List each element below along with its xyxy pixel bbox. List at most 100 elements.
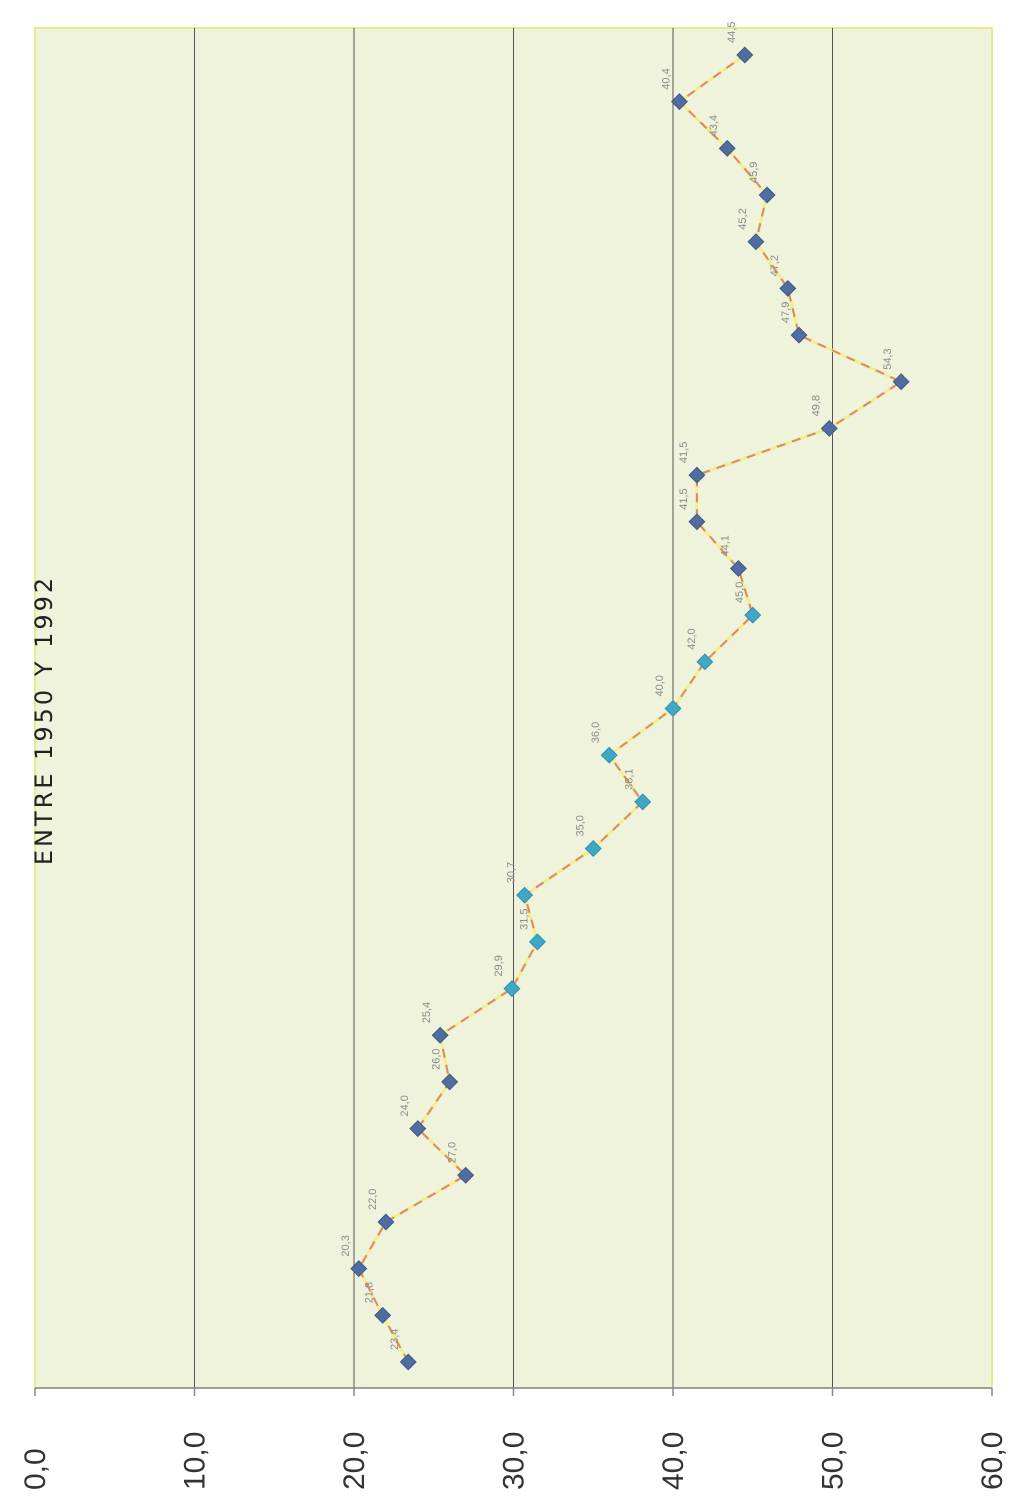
- data-label-group: 21,8: [364, 1282, 376, 1303]
- data-point: [664, 700, 682, 717]
- data-label: 36,0: [590, 722, 602, 743]
- value-axis: 0,0 10,0 20,0 30,0 40,0 50,0 60,0: [19, 1388, 1009, 1490]
- tick-label-group: 30,0: [498, 1432, 531, 1490]
- data-label: 44,1: [719, 535, 731, 556]
- data-point: [516, 886, 534, 904]
- data-point: [399, 1353, 417, 1371]
- data-point: [747, 233, 765, 251]
- data-label-group: 54,3: [882, 348, 894, 369]
- gridlines: [194, 28, 833, 1388]
- data-label-group: 22,0: [367, 1189, 379, 1210]
- data-point: [688, 513, 706, 531]
- data-point: [758, 186, 776, 204]
- tick-label-group: 10,0: [179, 1432, 212, 1490]
- data-label: 49,8: [810, 395, 822, 416]
- data-label-group: 20,3: [340, 1235, 352, 1256]
- tick-label: 50,0: [817, 1432, 850, 1490]
- tick-label-group: 0,0: [19, 1448, 52, 1490]
- data-label-group: 25,4: [421, 1002, 433, 1023]
- tick-label: 20,0: [338, 1432, 371, 1490]
- data-label-group: 47,9: [780, 302, 792, 323]
- data-point: [670, 93, 688, 111]
- data-point: [744, 606, 762, 624]
- data-label-group: 29,9: [493, 955, 505, 976]
- data-label: 43,4: [708, 115, 720, 136]
- data-label: 47,2: [769, 255, 781, 276]
- data-label-group: 23,4: [389, 1329, 401, 1350]
- data-label-group: 38,1: [624, 768, 636, 789]
- data-label: 20,3: [340, 1235, 352, 1256]
- data-label: 24,0: [399, 1095, 411, 1116]
- data-point: [441, 1073, 459, 1091]
- data-label-group: 27,0: [447, 1142, 459, 1163]
- data-label-group: 41,5: [678, 488, 690, 509]
- data-point: [584, 840, 602, 857]
- data-point: [409, 1120, 427, 1138]
- chart-title: ENTRE 1950 Y 1992: [30, 575, 58, 865]
- data-point: [820, 419, 838, 437]
- data-label: 45,9: [748, 162, 760, 183]
- data-label: 27,0: [447, 1142, 459, 1163]
- data-label: 40,0: [654, 675, 666, 696]
- data-label: 25,4: [421, 1002, 433, 1023]
- data-label: 44,5: [726, 22, 738, 43]
- data-label: 29,9: [493, 955, 505, 976]
- data-label: 47,9: [780, 302, 792, 323]
- data-label-group: 43,4: [708, 115, 720, 136]
- data-label: 41,5: [678, 442, 690, 463]
- data-label: 26,0: [431, 1048, 443, 1069]
- tick-label: 10,0: [179, 1432, 212, 1490]
- tick-label-group: 20,0: [338, 1432, 371, 1490]
- data-point: [892, 373, 910, 391]
- tick-label-group: 50,0: [817, 1432, 850, 1490]
- tick-label: 0,0: [19, 1448, 52, 1490]
- data-point: [377, 1213, 395, 1231]
- data-label: 23,4: [389, 1329, 401, 1350]
- data-label-group: 45,9: [748, 162, 760, 183]
- data-point: [374, 1306, 392, 1324]
- data-label-group: 44,5: [726, 22, 738, 43]
- data-point: [729, 559, 747, 577]
- data-point: [718, 139, 736, 157]
- data-label-group: 30,7: [506, 862, 518, 883]
- tick-label-group: 60,0: [976, 1432, 1009, 1490]
- data-label-group: 49,8: [810, 395, 822, 416]
- data-label: 45,0: [734, 582, 746, 603]
- data-label: 30,7: [506, 862, 518, 883]
- data-label-group: 35,0: [574, 815, 586, 836]
- data-point: [528, 933, 546, 951]
- data-point: [600, 746, 618, 764]
- data-label-group: 44,1: [719, 535, 731, 556]
- data-point: [503, 980, 521, 998]
- data-label-group: 45,2: [737, 208, 749, 229]
- data-label-group: 41,5: [678, 442, 690, 463]
- data-point: [350, 1260, 368, 1278]
- data-label: 45,2: [737, 208, 749, 229]
- data-point: [457, 1166, 475, 1184]
- data-label: 21,8: [364, 1282, 376, 1303]
- data-label-group: 47,2: [769, 255, 781, 276]
- data-point: [779, 279, 797, 297]
- data-label: 35,0: [574, 815, 586, 836]
- data-label: 38,1: [624, 768, 636, 789]
- data-label-group: 40,4: [660, 68, 672, 89]
- data-label-group: 31,5: [518, 908, 530, 929]
- data-label-group: 42,0: [686, 628, 698, 649]
- data-point: [790, 326, 808, 344]
- tick-label: 60,0: [976, 1432, 1009, 1490]
- data-point: [688, 466, 706, 484]
- data-point: [696, 653, 714, 671]
- tick-label: 40,0: [657, 1432, 690, 1490]
- data-label-group: 40,0: [654, 675, 666, 696]
- data-label-group: 26,0: [431, 1048, 443, 1069]
- data-point: [431, 1026, 449, 1044]
- tick-label: 30,0: [498, 1432, 531, 1490]
- tick-label-group: 40,0: [657, 1432, 690, 1490]
- data-label: 42,0: [686, 628, 698, 649]
- series-markers: [350, 46, 910, 1371]
- data-label-group: 36,0: [590, 722, 602, 743]
- data-point: [736, 46, 754, 64]
- data-label: 22,0: [367, 1189, 379, 1210]
- data-label: 54,3: [882, 348, 894, 369]
